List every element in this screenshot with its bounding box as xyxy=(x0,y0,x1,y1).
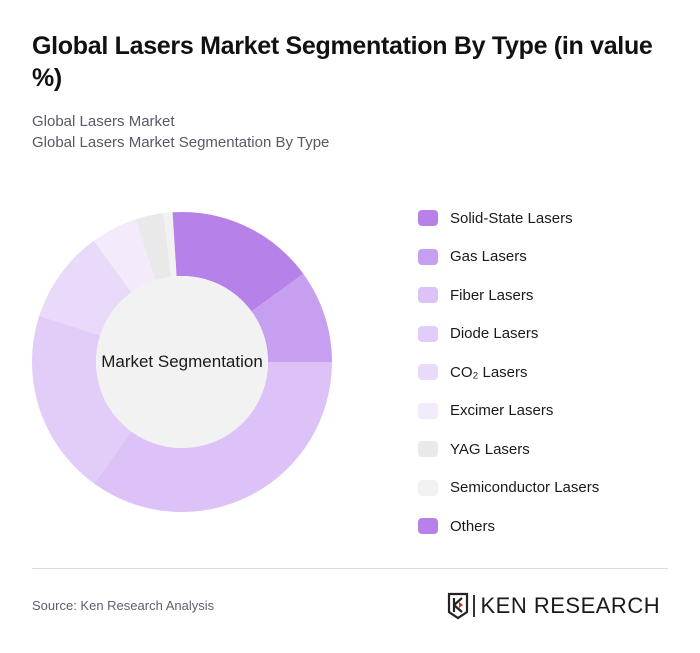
legend-label: Solid-State Lasers xyxy=(450,209,573,227)
footer-divider xyxy=(32,568,668,569)
donut-svg xyxy=(31,212,332,512)
legend-item[interactable]: Others xyxy=(418,507,599,546)
legend-item[interactable]: Excimer Lasers xyxy=(418,392,599,431)
donut-hole xyxy=(96,276,268,448)
legend-label: Diode Lasers xyxy=(450,325,539,343)
legend-item[interactable]: Fiber Lasers xyxy=(418,276,599,315)
subtitle-market: Global Lasers Market xyxy=(32,113,175,130)
legend-swatch-icon xyxy=(418,402,438,419)
donut-slice[interactable] xyxy=(163,212,177,277)
legend-swatch-icon xyxy=(418,325,438,342)
chart-legend: Solid-State Lasers Gas Lasers Fiber Lasers… xyxy=(418,199,599,546)
donut-slice[interactable] xyxy=(251,273,332,362)
legend-label: CO₂ Lasers xyxy=(450,363,528,381)
donut-chart: Market Segmentation xyxy=(31,212,332,512)
donut-slice[interactable] xyxy=(172,212,182,277)
legend-swatch-icon xyxy=(418,518,438,535)
legend-item[interactable]: Solid-State Lasers xyxy=(418,199,599,238)
donut-slice[interactable] xyxy=(39,240,132,336)
logo-divider xyxy=(473,595,475,617)
legend-swatch-icon xyxy=(418,364,438,381)
legend-label: Others xyxy=(450,517,496,535)
legend-swatch-icon xyxy=(418,210,438,227)
legend-item[interactable]: Semiconductor Lasers xyxy=(418,469,599,508)
legend-item[interactable]: Diode Lasers xyxy=(418,315,599,354)
legend-item[interactable]: Gas Lasers xyxy=(418,238,599,277)
donut-center-label: Market Segmentation xyxy=(101,352,263,371)
donut-slice[interactable] xyxy=(31,315,132,484)
legend-item[interactable]: YAG Lasers xyxy=(418,430,599,469)
legend-item[interactable]: CO₂ Lasers xyxy=(418,353,599,392)
legend-label: YAG Lasers xyxy=(450,440,530,458)
legend-swatch-icon xyxy=(418,441,438,458)
donut-slice[interactable] xyxy=(135,213,172,281)
legend-swatch-icon xyxy=(418,287,438,304)
donut-slice[interactable] xyxy=(182,212,304,312)
legend-label: Semiconductor Lasers xyxy=(450,479,600,497)
logo-text: KEN RESEARCH xyxy=(480,593,661,618)
donut-slice[interactable] xyxy=(93,362,332,512)
ken-research-logo: KEN RESEARCH xyxy=(447,592,660,620)
legend-label: Fiber Lasers xyxy=(450,286,534,304)
legend-swatch-icon xyxy=(418,248,438,265)
legend-swatch-icon xyxy=(418,479,438,496)
donut-slice[interactable] xyxy=(93,219,156,293)
page-title: Global Lasers Market Segmentation By Typ… xyxy=(32,32,653,92)
ken-logo-shield-icon xyxy=(447,592,469,620)
legend-label: Excimer Lasers xyxy=(450,402,554,420)
subtitle-segmentation: Global Lasers Market Segmentation By Typ… xyxy=(32,134,330,151)
source-note: Source: Ken Research Analysis xyxy=(32,598,215,613)
legend-label: Gas Lasers xyxy=(450,248,527,266)
